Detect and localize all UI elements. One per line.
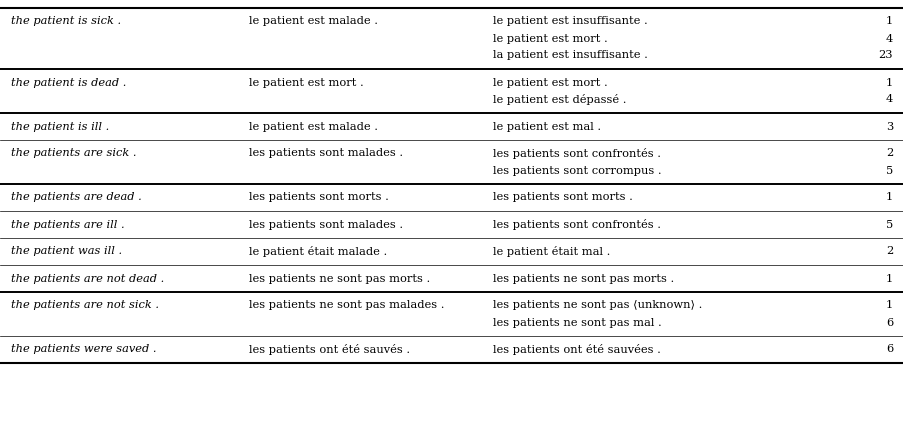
Text: les patients ne sont pas mal .: les patients ne sont pas mal .: [492, 318, 661, 327]
Text: 23: 23: [878, 50, 892, 61]
Text: le patient est mort .: le patient est mort .: [248, 78, 363, 87]
Text: le patient est mort .: le patient est mort .: [492, 78, 607, 87]
Text: 5: 5: [885, 165, 892, 175]
Text: les patients sont malades .: les patients sont malades .: [248, 219, 402, 230]
Text: les patients ont été sauvés .: les patients ont été sauvés .: [248, 344, 409, 355]
Text: les patients sont morts .: les patients sont morts .: [492, 193, 632, 202]
Text: 1: 1: [885, 273, 892, 284]
Text: 1: 1: [885, 193, 892, 202]
Text: les patients ont été sauvées .: les patients ont été sauvées .: [492, 344, 660, 355]
Text: the patients are not sick .: the patients are not sick .: [11, 301, 159, 310]
Text: the patient is ill .: the patient is ill .: [11, 121, 109, 132]
Text: les patients sont corrompus .: les patients sont corrompus .: [492, 165, 661, 175]
Text: les patients sont confrontés .: les patients sont confrontés .: [492, 219, 660, 230]
Text: les patients ne sont pas ⟨unknown⟩ .: les patients ne sont pas ⟨unknown⟩ .: [492, 301, 702, 310]
Text: 6: 6: [885, 344, 892, 355]
Text: the patient was ill .: the patient was ill .: [11, 247, 122, 256]
Text: the patient is dead .: the patient is dead .: [11, 78, 126, 87]
Text: 1: 1: [885, 78, 892, 87]
Text: le patient est insuffisante .: le patient est insuffisante .: [492, 17, 647, 26]
Text: 4: 4: [885, 95, 892, 104]
Text: 3: 3: [885, 121, 892, 132]
Text: le patient est malade .: le patient est malade .: [248, 121, 377, 132]
Text: le patient était malade .: le patient était malade .: [248, 246, 386, 257]
Text: the patients are not dead .: the patients are not dead .: [11, 273, 164, 284]
Text: les patients ne sont pas morts .: les patients ne sont pas morts .: [492, 273, 673, 284]
Text: la patient est insuffisante .: la patient est insuffisante .: [492, 50, 647, 61]
Text: les patients ne sont pas morts .: les patients ne sont pas morts .: [248, 273, 429, 284]
Text: le patient est mort .: le patient est mort .: [492, 33, 607, 44]
Text: the patients are sick .: the patients are sick .: [11, 149, 136, 158]
Text: 2: 2: [885, 149, 892, 158]
Text: les patients sont confrontés .: les patients sont confrontés .: [492, 148, 660, 159]
Text: 1: 1: [885, 17, 892, 26]
Text: the patients are dead .: the patients are dead .: [11, 193, 142, 202]
Text: les patients sont morts .: les patients sont morts .: [248, 193, 388, 202]
Text: les patients sont malades .: les patients sont malades .: [248, 149, 402, 158]
Text: 5: 5: [885, 219, 892, 230]
Text: 2: 2: [885, 247, 892, 256]
Text: les patients ne sont pas malades .: les patients ne sont pas malades .: [248, 301, 443, 310]
Text: le patient est malade .: le patient est malade .: [248, 17, 377, 26]
Text: 1: 1: [885, 301, 892, 310]
Text: le patient était mal .: le patient était mal .: [492, 246, 610, 257]
Text: the patients are ill .: the patients are ill .: [11, 219, 125, 230]
Text: le patient est dépassé .: le patient est dépassé .: [492, 94, 626, 105]
Text: the patient is sick .: the patient is sick .: [11, 17, 121, 26]
Text: 4: 4: [885, 33, 892, 44]
Text: the patients were saved .: the patients were saved .: [11, 344, 156, 355]
Text: le patient est mal .: le patient est mal .: [492, 121, 600, 132]
Text: 6: 6: [885, 318, 892, 327]
